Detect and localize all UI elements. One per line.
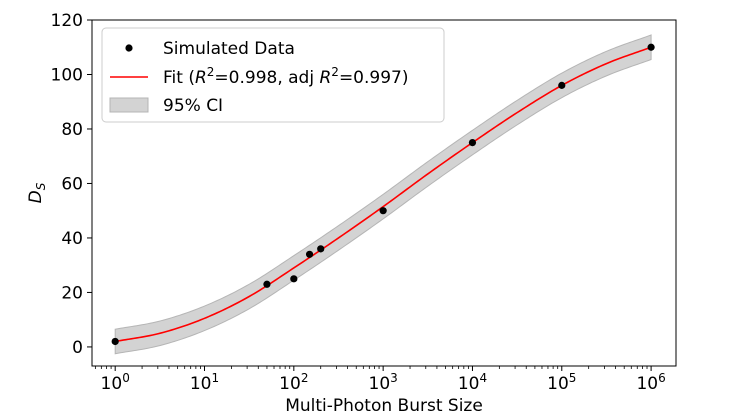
scatter-layer: [111, 43, 655, 346]
legend-marker-icon: [125, 44, 133, 52]
data-point: [111, 337, 119, 346]
y-tick-label: 60: [61, 174, 83, 194]
data-point: [647, 43, 655, 51]
x-tick-label: 103: [369, 371, 398, 394]
x-tick-label: 105: [547, 371, 576, 394]
axes: 0 20 40 60 80 100 120 100 101 102 103 104 105 106 Mult…: [26, 11, 677, 416]
y-axis-label: DS: [26, 182, 48, 203]
y-tick-label: 120: [51, 11, 83, 31]
data-point: [468, 139, 477, 147]
data-point: [317, 245, 325, 253]
x-tick-label: 101: [190, 371, 219, 394]
y-tick-label: 80: [61, 120, 83, 140]
y-tick-label: 100: [51, 65, 83, 85]
y-tick-label: 40: [61, 229, 83, 249]
x-tick-label: 102: [279, 371, 308, 394]
x-axis-label: Multi-Photon Burst Size: [285, 396, 483, 416]
x-tick-label: 104: [458, 371, 487, 394]
y-tick-label: 0: [72, 338, 83, 358]
x-tick-label: 106: [636, 371, 665, 394]
legend-box: [101, 27, 445, 123]
data-point: [305, 250, 314, 258]
legend-label: Fit (R2=0.998, adj R2=0.997): [163, 65, 408, 88]
legend-label: Simulated Data: [163, 39, 295, 59]
data-point: [379, 207, 387, 215]
data-point: [290, 275, 298, 283]
x-tick-label: 100: [101, 371, 130, 394]
y-tick-label: 20: [61, 283, 83, 303]
data-point: [558, 81, 566, 89]
data-point: [263, 280, 271, 288]
legend-band-icon: [109, 97, 149, 113]
plot-frame: [91, 19, 677, 367]
legend: Simulated Data Fit (R2=0.998, adj R2=0.99…: [101, 27, 445, 123]
legend-label: 95% CI: [163, 96, 223, 116]
